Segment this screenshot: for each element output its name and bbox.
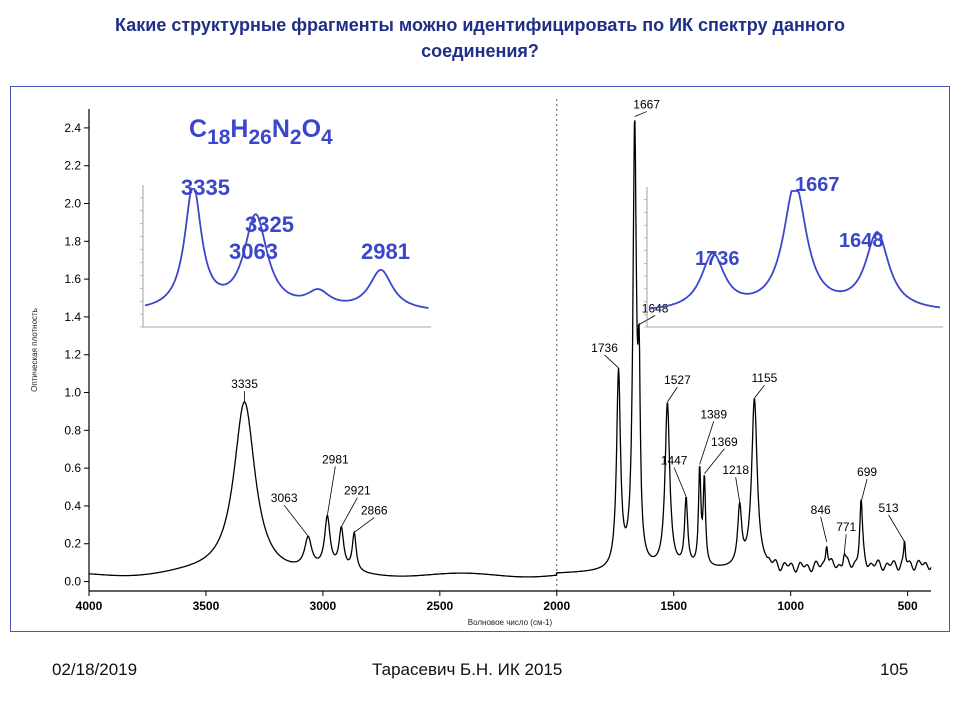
footer-date: 02/18/2019 [52,660,138,679]
y-tick-label: 0.6 [64,461,81,475]
y-tick-label: 1.8 [64,234,81,248]
x-tick-label: 1000 [777,599,804,613]
peak-leader-line [860,479,868,503]
peak-label: 1218 [722,463,749,477]
x-tick-label: 3000 [310,599,337,613]
inset-peak-label: 2981 [361,239,410,264]
peak-label: 1155 [752,371,778,385]
y-tick-label: 0.4 [64,499,81,513]
page-number: 105 [880,660,909,679]
inset-peak-label: 1648 [839,230,884,252]
y-tick-label: 0.8 [64,423,81,437]
peak-leader-line [888,514,905,543]
peak-leader-line [667,386,678,403]
peak-label: 1667 [633,98,660,112]
y-tick-label: 2.0 [64,197,81,211]
y-tick-label: 1.2 [64,348,81,362]
y-tick-label: 1.4 [64,310,81,324]
peak-label: 1527 [664,373,691,387]
peak-leader-line [634,111,647,117]
y-tick-label: 2.4 [64,121,81,135]
peak-leader-line [820,516,828,542]
inset-peak-label: 1667 [795,174,840,196]
y-tick-label: 0.0 [64,575,81,589]
ir-spectrum-chart: 0.0 0.2 0.4 0.6 0.8 1.0 1.2 1.4 1.6 1.8 2.0 2.2 2.4 4… [30,98,943,627]
peak-leader-line [604,354,619,369]
peak-leader-line [341,497,358,527]
peak-label: 513 [879,501,899,515]
peak-label: 2866 [361,503,388,517]
inset-series-line [648,190,941,310]
peak-label: 1389 [700,407,727,421]
x-tick-label: 2000 [543,599,570,613]
y-tick-label: 1.0 [64,386,81,400]
x-tick-label: 1500 [660,599,687,613]
peak-leader-line [699,421,715,465]
y-tick-label: 1.6 [64,272,81,286]
spectrum-series-line [89,120,932,578]
peak-label: 699 [857,465,877,479]
slide-title: Какие структурные фрагменты можно иденти… [40,12,920,64]
x-tick-label: 3500 [193,599,220,613]
inset-peak-label: 3325 [245,212,294,237]
peak-leader-line [754,384,765,399]
peak-leader-line [353,517,375,533]
molecular-formula: C18H26N2O4 [189,115,333,149]
peak-leader-line [283,504,309,537]
x-tick-label: 2500 [426,599,453,613]
peak-label: 771 [836,520,856,534]
peak-label: 1447 [661,453,688,467]
inset-carbonyl: 1736 1667 1648 [644,174,943,328]
peak-leader-line [735,477,741,503]
peak-leader-line [326,466,336,516]
peak-label: 846 [811,503,831,517]
x-tick-label: 4000 [76,599,103,613]
y-axis-title: Оптическая плотность [30,308,39,392]
inset-peak-label: 1736 [695,248,740,270]
inset-peak-label: 3335 [181,175,230,200]
peak-leader-line [704,448,725,475]
x-axis-title: Волновое число (см-1) [468,618,553,627]
footer-author: Тарасевич Б.Н. ИК 2015 [372,660,563,679]
spectrum-frame: 0.0 0.2 0.4 0.6 0.8 1.0 1.2 1.4 1.6 1.8 2.0 2.2 2.4 4… [10,86,950,632]
peak-label: 3063 [271,491,298,505]
y-tick-label: 0.2 [64,537,81,551]
inset-peak-label: 3063 [229,239,278,264]
peak-label: 3335 [231,377,258,391]
peak-label: 1369 [711,435,738,449]
peak-label: 1736 [591,341,618,355]
y-tick-label: 2.2 [64,159,81,173]
inset-series-line [144,188,429,309]
slide-title-line-2: соединения? [421,41,539,61]
peak-leader-line [673,467,687,497]
peak-label: 2921 [344,484,371,498]
x-tick-label: 500 [898,599,918,613]
peak-label: 2981 [322,452,349,466]
slide-title-line-1: Какие структурные фрагменты можно иденти… [115,15,845,35]
peak-leader-line [843,534,847,554]
